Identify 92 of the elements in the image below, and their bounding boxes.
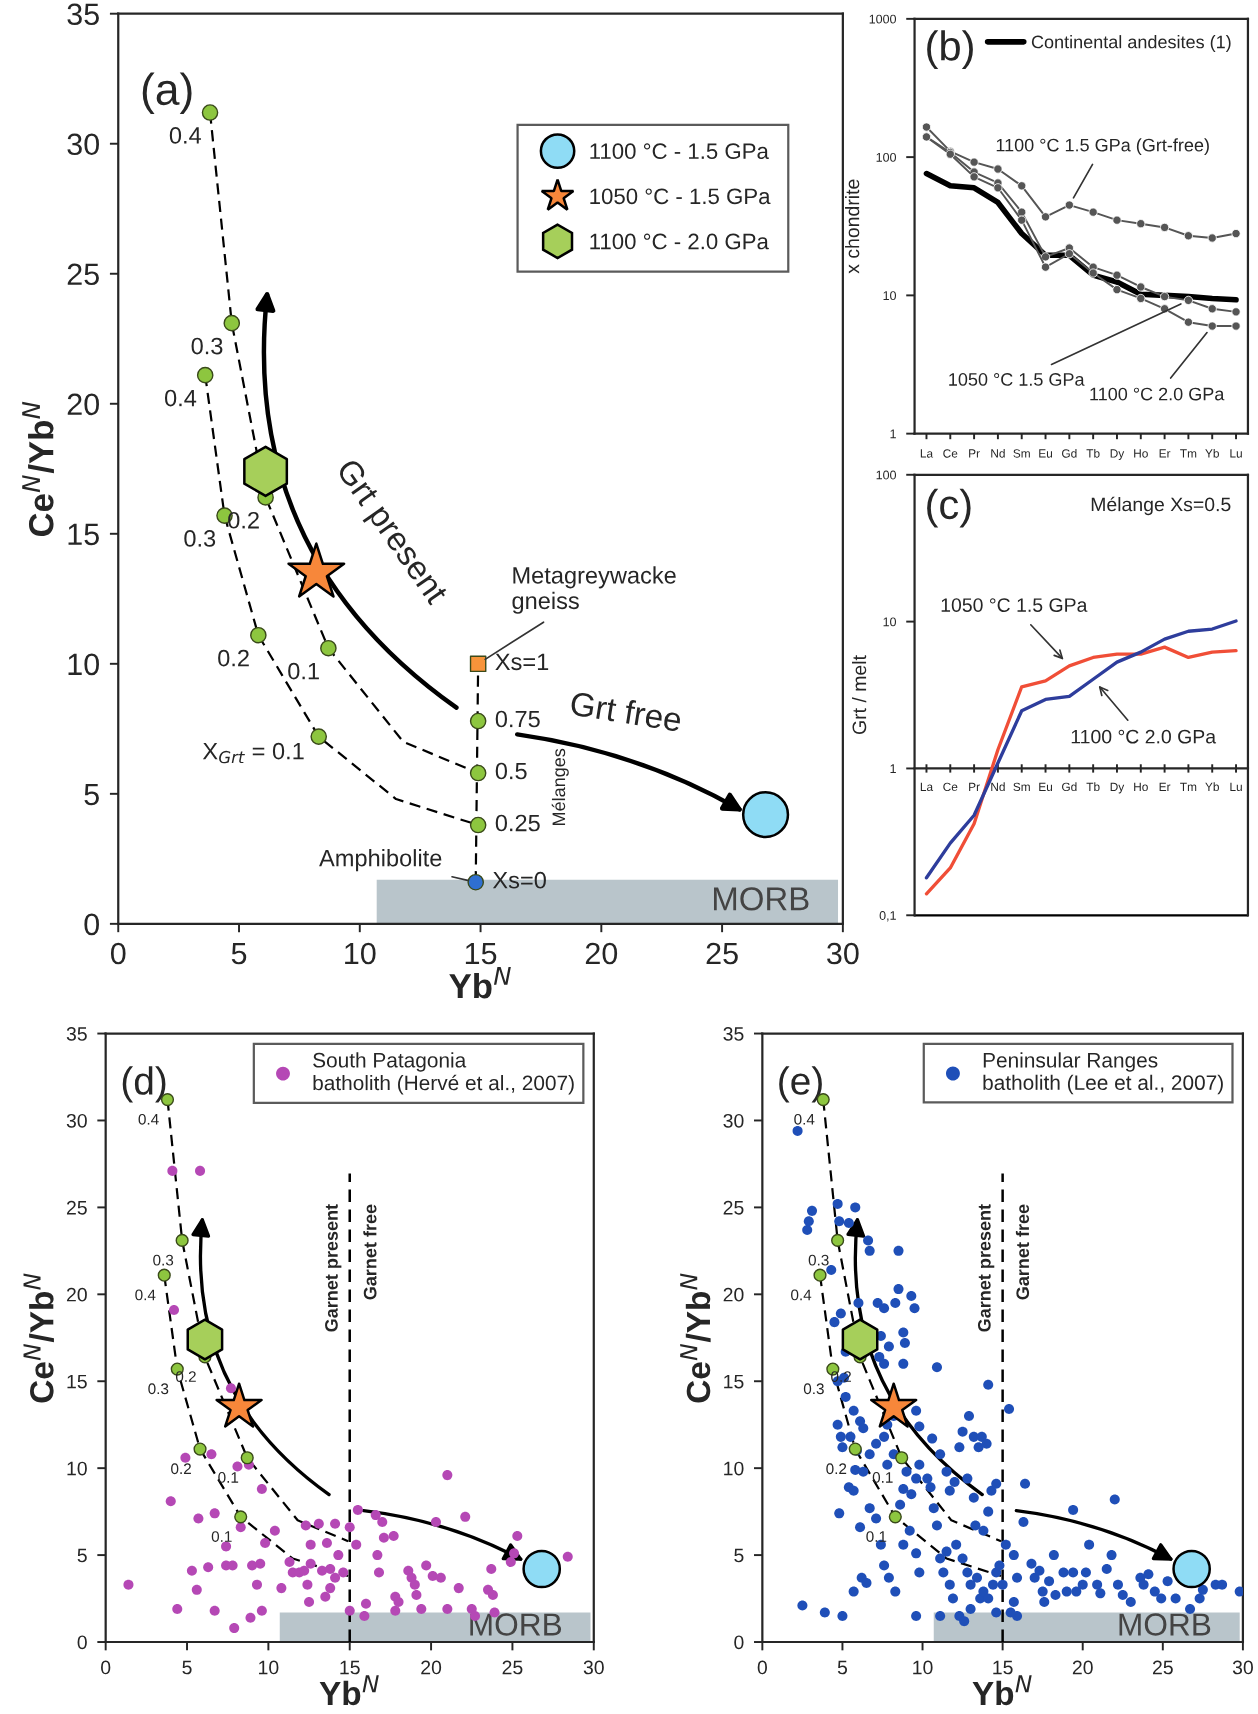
annotation: 0.4	[169, 127, 202, 144]
x-axis-title: Yb$^{N}$	[319, 1675, 379, 1706]
y-axis-title: Ce$^{N}$/Yb$^{N}$	[23, 1273, 54, 1403]
y-tick-label: 10	[724, 1461, 744, 1476]
annotation: 0.5	[495, 762, 527, 780]
annotation: Mélange Xs=0.5	[1091, 496, 1231, 516]
annotation: 0.75	[495, 710, 540, 728]
annotation: 0.1	[288, 662, 319, 680]
y-axis-title: x chondrite	[845, 179, 860, 274]
y-tick-label: 30	[67, 133, 99, 156]
x-tick-label: 25	[1152, 1660, 1173, 1675]
y-tick-label: 20	[66, 1287, 87, 1302]
x-tick-label: 15	[465, 943, 497, 965]
legend-label: South Patagonia batholith (Hervé et al., 2007)	[313, 1052, 574, 1095]
annotation: Xs=0	[492, 871, 546, 889]
text: (a)	[142, 72, 192, 114]
annotation: 0.4	[164, 389, 197, 407]
x-tick-label: 25	[502, 1660, 523, 1675]
y-tick-label: 30	[66, 1113, 87, 1128]
y-tick-label: 35	[67, 3, 99, 26]
x-tick-label: 10	[259, 1660, 279, 1675]
y-tick-label: 0	[77, 1635, 87, 1650]
annotation: Mélanges	[551, 748, 569, 825]
text: (d)	[122, 1066, 166, 1103]
x-tick-label: 30	[827, 942, 859, 965]
annotation: 1050 °C 1.5 GPa	[941, 598, 1088, 612]
y-tick-label: 0	[84, 913, 99, 936]
annotation: Garnet free	[1015, 1204, 1030, 1300]
text: (e)	[779, 1066, 822, 1103]
annotation: 1100 °C 2.0 GPa	[1071, 729, 1217, 744]
x-tick-label: 5	[231, 943, 247, 965]
y-tick-label: 15	[724, 1374, 744, 1389]
y-tick-label: 5	[734, 1548, 744, 1563]
legend-label: Peninsular Ranges batholith (Lee et al., 2007)	[983, 1052, 1223, 1095]
y-tick-label: 25	[66, 1200, 87, 1215]
x-tick-label: 10	[913, 1660, 933, 1675]
x-tick-label: 20	[1072, 1660, 1093, 1675]
x-tick-label: 20	[421, 1660, 442, 1675]
annotation: 1100 °C 1.5 GPa (Grt-free)	[996, 138, 1209, 156]
x-axis-title: Yb$^{N}$	[449, 967, 511, 999]
x-tick-label: 15	[340, 1660, 360, 1675]
annotation: Metagreywacke gneiss	[512, 566, 676, 614]
annotation: 0.3	[191, 337, 223, 355]
series-label: MORB	[470, 1613, 562, 1636]
y-tick-label: 25	[723, 1200, 744, 1215]
annotation: Grt free	[569, 690, 683, 732]
y-tick-label: 15	[68, 523, 99, 546]
y-tick-label: 15	[67, 1374, 87, 1389]
y-tick-label: 30	[723, 1113, 744, 1128]
x-tick-label: 10	[345, 942, 376, 965]
ref-line-label: Garnet present	[325, 1204, 342, 1332]
x-tick-label: 20	[585, 942, 618, 965]
annotation: X$_{Grt}$ = 0.1	[202, 742, 304, 764]
y-axis-title: Ce$^{N}$/Yb$^{N}$	[680, 1273, 711, 1403]
y-tick-label: 25	[67, 263, 99, 286]
annotation: 1100 °C 2.0 GPa	[1090, 387, 1225, 401]
y-tick-label: 35	[723, 1027, 744, 1041]
x-tick-label: 30	[583, 1660, 604, 1675]
annotation: 0.3	[184, 530, 216, 547]
annotation: Amphibolite	[319, 849, 442, 872]
chart-title: (c)	[927, 488, 971, 528]
x-tick-label: 5	[837, 1660, 848, 1675]
chart-title: (b)	[927, 30, 973, 69]
x-tick-label: 0	[101, 1660, 111, 1675]
x-tick-label: 0	[110, 942, 126, 965]
series-label: MORB	[1119, 1613, 1211, 1636]
x-tick-label: 5	[182, 1660, 192, 1675]
series-label: MORB	[714, 887, 809, 911]
legend-label: Continental andesites (1)	[1031, 35, 1231, 52]
y-tick-label: 20	[723, 1287, 744, 1302]
y-tick-label: 5	[77, 1548, 87, 1563]
x-tick-label: 30	[1232, 1660, 1253, 1675]
y-tick-label: 20	[67, 393, 99, 416]
x-tick-label: 15	[993, 1660, 1013, 1675]
y-axis-title: Grt / melt	[851, 655, 867, 735]
x-axis-title: Yb$^{N}$	[972, 1675, 1032, 1706]
ref-line-label: Garnet present	[977, 1204, 995, 1332]
annotation: Xs=1	[495, 653, 549, 671]
annotation: 0.25	[495, 814, 540, 832]
annotation: Garnet free	[363, 1204, 377, 1300]
y-tick-label: 10	[68, 653, 99, 676]
legend-label: 1100 °C - 1.5 GPa	[590, 143, 769, 160]
annotation: 0.2	[218, 649, 249, 667]
annotation: 0.2	[228, 511, 259, 529]
y-tick-label: 0	[734, 1635, 744, 1650]
annotation: 1050 °C 1.5 GPa	[949, 373, 1085, 386]
y-axis-title: Ce$^{N}$/Yb$^{N}$	[22, 401, 54, 537]
legend-label: 1100 °C - 2.0 GPa	[590, 233, 769, 250]
legend-label: 1050 °C - 1.5 GPa	[590, 188, 771, 205]
y-tick-label: 35	[66, 1027, 87, 1041]
y-tick-label: 10	[67, 1461, 87, 1476]
x-tick-label: 0	[757, 1660, 767, 1675]
